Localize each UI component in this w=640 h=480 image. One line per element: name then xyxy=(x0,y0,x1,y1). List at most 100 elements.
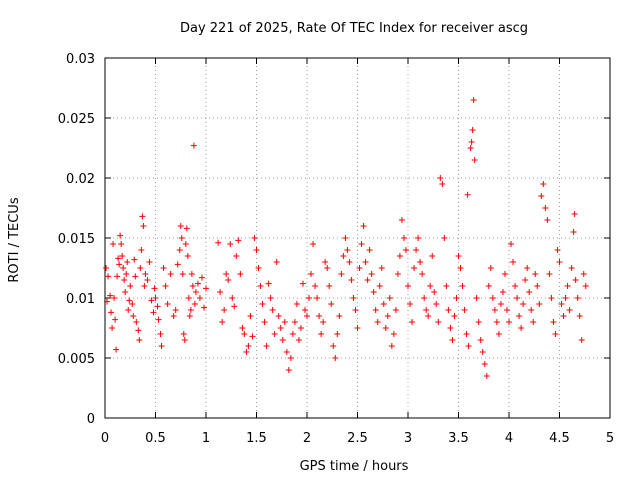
data-point xyxy=(162,283,169,289)
data-point xyxy=(394,271,401,277)
data-point xyxy=(405,283,411,289)
chart-title: Day 221 of 2025, Rate Of TEC Index for r… xyxy=(180,21,528,36)
data-point xyxy=(518,325,525,331)
data-point xyxy=(301,307,308,313)
data-point xyxy=(304,313,310,319)
data-point xyxy=(568,265,575,271)
data-point xyxy=(241,331,248,337)
data-point xyxy=(137,265,144,271)
data-point xyxy=(105,273,112,280)
data-point xyxy=(542,205,549,211)
data-point xyxy=(111,295,118,301)
data-point xyxy=(109,325,116,331)
data-point xyxy=(306,295,313,301)
data-point xyxy=(489,295,496,301)
data-point xyxy=(471,157,478,163)
data-point xyxy=(455,253,462,259)
data-point xyxy=(514,295,521,301)
data-point xyxy=(330,343,337,349)
data-point xyxy=(316,313,323,319)
data-point xyxy=(277,325,284,331)
data-point xyxy=(376,283,383,289)
data-point xyxy=(378,265,385,271)
data-point xyxy=(409,319,416,325)
data-point xyxy=(279,337,286,343)
data-point xyxy=(562,295,569,301)
data-point xyxy=(338,271,345,277)
data-point xyxy=(554,247,561,253)
data-point xyxy=(457,265,464,271)
data-point xyxy=(574,295,581,301)
data-point xyxy=(110,241,117,247)
data-point xyxy=(468,139,475,145)
data-point xyxy=(516,313,523,319)
data-point xyxy=(108,309,115,316)
data-point xyxy=(253,247,260,253)
data-point xyxy=(229,295,236,301)
data-point xyxy=(520,301,527,307)
data-point xyxy=(530,319,537,325)
data-point xyxy=(465,343,472,349)
data-point xyxy=(172,307,179,313)
data-point xyxy=(140,223,147,229)
data-point xyxy=(463,331,470,337)
data-point xyxy=(566,307,573,313)
data-point xyxy=(372,307,379,313)
data-point xyxy=(200,304,207,311)
data-point xyxy=(580,271,587,277)
data-point xyxy=(181,337,188,343)
data-point xyxy=(328,301,335,307)
data-point xyxy=(431,289,438,295)
data-point xyxy=(497,301,504,307)
data-point xyxy=(550,319,557,325)
data-point xyxy=(185,295,192,301)
data-point xyxy=(203,285,209,292)
data-point xyxy=(467,145,474,151)
data-point xyxy=(289,331,296,337)
y-tick-label: 0.01 xyxy=(66,292,95,307)
data-point xyxy=(578,337,585,343)
data-point xyxy=(221,307,228,313)
data-point xyxy=(483,373,490,379)
data-point xyxy=(548,295,555,301)
data-point xyxy=(231,303,238,310)
data-point xyxy=(123,271,130,277)
data-point xyxy=(129,301,136,307)
data-point xyxy=(326,283,333,289)
data-point xyxy=(265,280,272,287)
data-point xyxy=(188,271,195,277)
data-point xyxy=(130,313,137,319)
x-tick-label: 2 xyxy=(303,431,311,446)
data-point xyxy=(182,241,189,247)
data-point xyxy=(223,271,230,277)
data-point xyxy=(425,313,432,319)
data-point xyxy=(540,181,547,187)
data-point xyxy=(151,285,158,292)
data-point xyxy=(125,307,132,313)
data-point xyxy=(112,316,119,323)
data-point xyxy=(435,319,442,325)
data-point xyxy=(308,271,315,277)
data-point xyxy=(356,265,363,271)
data-point xyxy=(512,283,519,289)
x-tick-label: 0.5 xyxy=(145,431,166,446)
data-point xyxy=(352,307,359,313)
data-point xyxy=(354,325,361,331)
data-point xyxy=(116,261,123,268)
data-point xyxy=(194,280,201,287)
data-point xyxy=(453,295,460,301)
data-point xyxy=(340,253,347,259)
data-point xyxy=(560,313,567,319)
data-point xyxy=(239,325,246,331)
data-point xyxy=(362,259,369,265)
data-point xyxy=(506,319,512,325)
data-point xyxy=(249,333,256,340)
data-point xyxy=(571,211,578,217)
data-point xyxy=(281,319,288,325)
data-point xyxy=(251,235,258,241)
data-point xyxy=(495,331,502,337)
data-point xyxy=(267,295,274,301)
data-point xyxy=(402,247,409,253)
data-point xyxy=(532,271,539,277)
